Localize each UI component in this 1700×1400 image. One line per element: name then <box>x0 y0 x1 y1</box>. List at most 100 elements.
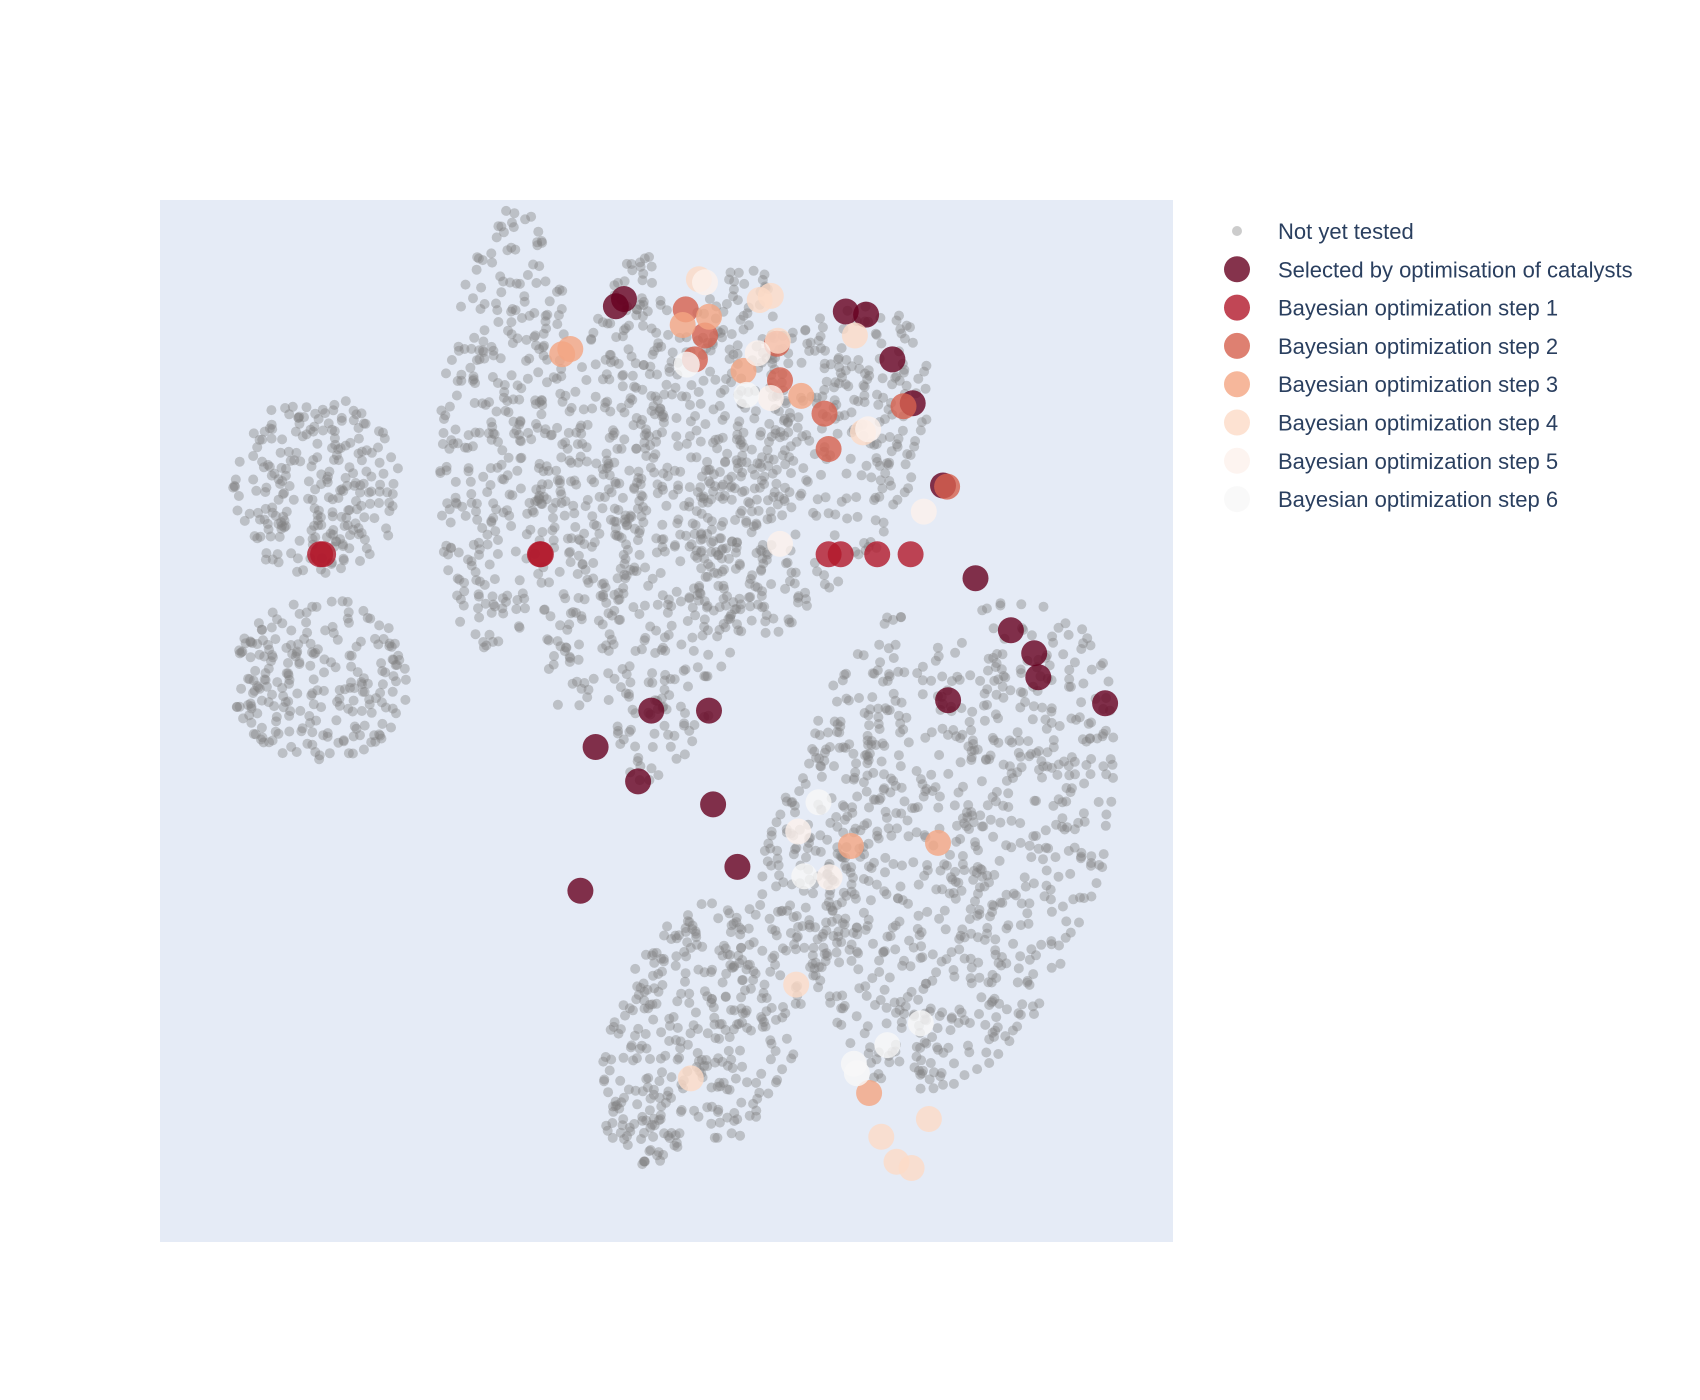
not-yet-tested-point <box>602 455 613 466</box>
not-yet-tested-point <box>460 442 470 453</box>
not-yet-tested-point <box>1086 717 1097 728</box>
not-yet-tested-point <box>365 613 376 624</box>
not-yet-tested-point <box>778 1002 788 1012</box>
not-yet-tested-point <box>773 626 784 637</box>
not-yet-tested-point <box>932 1042 943 1053</box>
not-yet-tested-point <box>706 1082 717 1093</box>
not-yet-tested-point <box>871 439 882 449</box>
not-yet-tested-point <box>684 988 695 999</box>
not-yet-tested-point <box>309 421 320 432</box>
not-yet-tested-point <box>616 532 627 543</box>
not-yet-tested-point <box>334 700 345 711</box>
not-yet-tested-point <box>342 596 353 607</box>
not-yet-tested-point <box>266 419 277 430</box>
not-yet-tested-point <box>726 471 737 482</box>
not-yet-tested-point <box>732 295 743 306</box>
not-yet-tested-point <box>903 898 913 909</box>
not-yet-tested-point <box>966 978 977 989</box>
not-yet-tested-point <box>747 464 758 474</box>
not-yet-tested-point <box>738 324 749 335</box>
not-yet-tested-point <box>706 1118 717 1129</box>
not-yet-tested-point <box>741 964 752 975</box>
not-yet-tested-point <box>624 320 634 331</box>
not-yet-tested-point <box>819 358 830 369</box>
series-4-point <box>730 357 757 384</box>
not-yet-tested-point <box>794 786 805 797</box>
not-yet-tested-point <box>547 503 558 514</box>
not-yet-tested-point <box>750 581 761 592</box>
not-yet-tested-point <box>733 1018 744 1029</box>
not-yet-tested-point <box>706 993 717 1004</box>
not-yet-tested-point <box>598 578 609 589</box>
not-yet-tested-point <box>522 270 533 280</box>
not-yet-tested-point <box>506 329 517 340</box>
not-yet-tested-point <box>256 722 267 733</box>
not-yet-tested-point <box>892 441 903 452</box>
not-yet-tested-point <box>257 434 268 445</box>
not-yet-tested-point <box>750 909 761 920</box>
not-yet-tested-point <box>536 395 547 405</box>
not-yet-tested-point <box>336 415 347 426</box>
not-yet-tested-point <box>897 895 908 906</box>
not-yet-tested-point <box>725 960 736 970</box>
not-yet-tested-point <box>746 506 757 517</box>
not-yet-tested-point <box>671 753 682 764</box>
not-yet-tested-point <box>578 404 589 415</box>
not-yet-tested-point <box>820 345 830 356</box>
not-yet-tested-point <box>257 732 268 743</box>
not-yet-tested-point <box>320 408 330 419</box>
not-yet-tested-point <box>386 641 397 652</box>
not-yet-tested-point <box>800 779 811 789</box>
not-yet-tested-point <box>366 737 377 748</box>
not-yet-tested-point <box>457 501 468 512</box>
not-yet-tested-point <box>619 569 630 580</box>
not-yet-tested-point <box>753 505 764 516</box>
not-yet-tested-point <box>819 384 830 395</box>
not-yet-tested-point <box>724 344 735 355</box>
not-yet-tested-point <box>560 437 571 448</box>
not-yet-tested-point <box>482 539 493 550</box>
not-yet-tested-point <box>450 424 461 435</box>
not-yet-tested-point <box>813 335 824 346</box>
not-yet-tested-point <box>684 917 695 928</box>
not-yet-tested-point <box>386 452 397 463</box>
not-yet-tested-point <box>933 802 944 813</box>
not-yet-tested-point <box>524 353 535 364</box>
not-yet-tested-point <box>662 607 673 618</box>
not-yet-tested-point <box>971 867 982 878</box>
not-yet-tested-point <box>724 908 735 919</box>
not-yet-tested-point <box>488 345 499 356</box>
not-yet-tested-point <box>466 343 477 354</box>
not-yet-tested-point <box>267 554 278 565</box>
not-yet-tested-point <box>916 1055 927 1066</box>
not-yet-tested-point <box>309 503 320 514</box>
not-yet-tested-point <box>634 528 645 539</box>
not-yet-tested-point <box>759 601 770 612</box>
not-yet-tested-point <box>623 344 634 355</box>
not-yet-tested-point <box>787 327 798 338</box>
not-yet-tested-point <box>873 1069 884 1079</box>
not-yet-tested-point <box>815 830 826 841</box>
not-yet-tested-point <box>376 733 387 744</box>
not-yet-tested-point <box>751 548 762 558</box>
not-yet-tested-point <box>995 817 1006 828</box>
not-yet-tested-point <box>839 919 850 930</box>
not-yet-tested-point <box>807 950 818 961</box>
not-yet-tested-point <box>346 661 357 672</box>
not-yet-tested-point <box>348 468 359 479</box>
not-yet-tested-point <box>934 750 945 760</box>
not-yet-tested-point <box>620 323 631 334</box>
not-yet-tested-point <box>308 648 319 659</box>
not-yet-tested-point <box>709 469 719 480</box>
not-yet-tested-point <box>863 740 874 750</box>
not-yet-tested-point <box>369 730 380 741</box>
not-yet-tested-point <box>643 677 654 688</box>
not-yet-tested-point <box>728 349 739 360</box>
not-yet-tested-point <box>374 457 385 468</box>
not-yet-tested-point <box>556 371 567 382</box>
not-yet-tested-point <box>850 767 861 778</box>
not-yet-tested-point <box>790 844 801 855</box>
not-yet-tested-point <box>706 1101 717 1112</box>
not-yet-tested-point <box>555 486 566 497</box>
not-yet-tested-point <box>928 1083 939 1094</box>
